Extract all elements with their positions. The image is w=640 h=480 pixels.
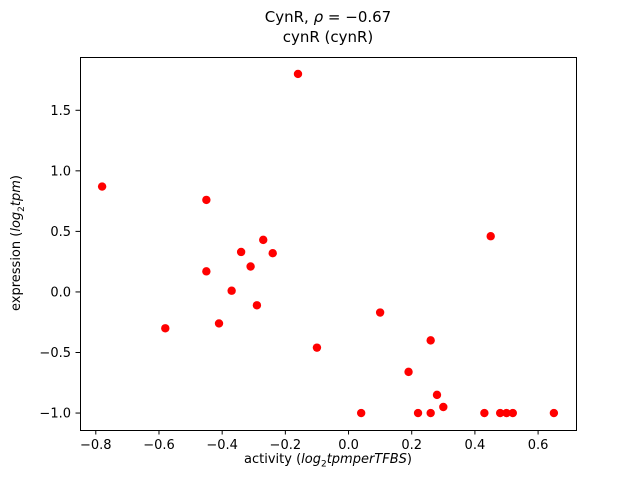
ylabel-sub: 2 bbox=[16, 206, 27, 212]
y-tick-label: 0.0 bbox=[50, 285, 71, 300]
data-point bbox=[202, 267, 211, 276]
x-tick-label: 0.0 bbox=[338, 438, 359, 453]
data-point bbox=[246, 262, 255, 271]
data-point bbox=[549, 408, 559, 418]
ylabel-log: log bbox=[9, 211, 25, 232]
data-point bbox=[375, 308, 385, 317]
x-tick-label: 0.4 bbox=[465, 438, 486, 453]
plot-subtitle: cynR (cynR) bbox=[282, 28, 374, 46]
data-point bbox=[312, 343, 322, 352]
x-tick-label: −0.4 bbox=[206, 438, 238, 453]
xlabel-tail: tpmperTFBS bbox=[326, 452, 407, 467]
data-point bbox=[227, 286, 236, 295]
data-point bbox=[486, 232, 495, 241]
data-point bbox=[439, 402, 448, 412]
title-text: CynR, bbox=[264, 8, 314, 26]
xlabel-sub: 2 bbox=[320, 459, 327, 470]
data-point bbox=[502, 408, 511, 418]
y-tick-label: 0.5 bbox=[50, 225, 71, 240]
data-point bbox=[413, 408, 423, 418]
xlabel-suffix: ) bbox=[406, 452, 412, 467]
data-point bbox=[426, 408, 435, 418]
x-tick-label: 0.2 bbox=[401, 438, 422, 453]
x-tick-label: −0.2 bbox=[270, 438, 302, 453]
data-point bbox=[426, 336, 435, 345]
ylabel-suffix: ) bbox=[9, 175, 25, 181]
y-tick-label: −0.5 bbox=[39, 346, 71, 361]
x-tick-label: −0.6 bbox=[143, 438, 175, 453]
data-point bbox=[495, 408, 505, 418]
data-point bbox=[293, 69, 303, 79]
data-point bbox=[259, 235, 268, 245]
ylabel-tail: tpm bbox=[9, 180, 25, 207]
x-axis-label: activity (log2tpmperTFBS) bbox=[80, 452, 576, 470]
data-point bbox=[252, 301, 262, 310]
data-point bbox=[268, 248, 277, 258]
xlabel-log: log bbox=[301, 452, 321, 467]
data-point bbox=[508, 408, 518, 418]
data-point bbox=[202, 195, 211, 205]
data-point bbox=[356, 408, 366, 418]
rho-symbol: ρ bbox=[313, 8, 324, 26]
data-point bbox=[236, 247, 246, 257]
data-point bbox=[97, 182, 107, 191]
xlabel-prefix: activity ( bbox=[244, 452, 302, 467]
x-tick-label: 0.6 bbox=[528, 438, 549, 453]
x-tick-label: −0.8 bbox=[80, 438, 112, 453]
data-point bbox=[480, 408, 489, 418]
y-tick-label: 1.5 bbox=[50, 104, 71, 119]
ylabel-prefix: expression ( bbox=[9, 231, 25, 311]
data-point bbox=[214, 319, 224, 328]
y-axis-label: expression (log2tpm) bbox=[9, 175, 27, 311]
title-value: = −0.67 bbox=[323, 8, 392, 26]
data-point bbox=[432, 390, 442, 400]
plot-border bbox=[80, 57, 577, 431]
data-point bbox=[161, 324, 170, 333]
y-tick-label: −1.0 bbox=[39, 407, 71, 422]
plot-title: CynR, ρ = −0.67 bbox=[80, 8, 576, 27]
data-point bbox=[404, 367, 413, 377]
y-tick-label: 1.0 bbox=[50, 164, 71, 179]
